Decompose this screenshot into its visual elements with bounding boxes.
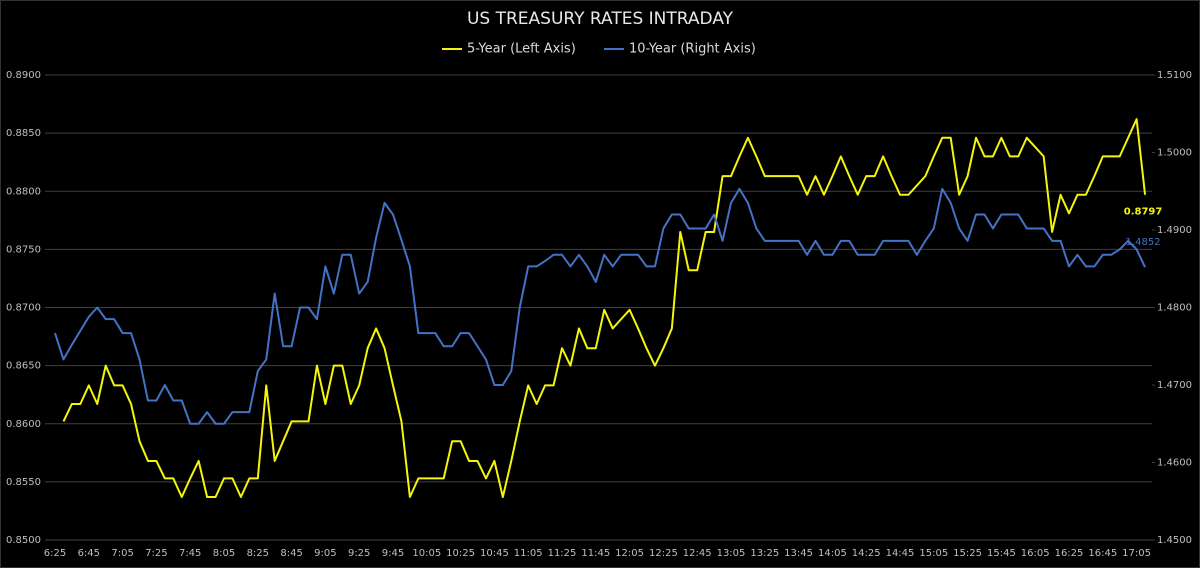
y2-tick-label: 1.4700	[1157, 380, 1192, 391]
x-tick-label: 9:45	[382, 548, 404, 559]
x-tick-label: 12:05	[615, 548, 644, 559]
x-tick-label: 15:45	[987, 548, 1016, 559]
x-tick-label: 6:45	[78, 548, 100, 559]
x-tick-label: 11:25	[548, 548, 577, 559]
x-tick-label: 15:05	[919, 548, 948, 559]
legend-label: 5-Year (Left Axis)	[467, 42, 576, 57]
x-tick-label: 11:45	[581, 548, 610, 559]
x-tick-label: 17:05	[1122, 548, 1151, 559]
x-tick-label: 10:25	[446, 548, 475, 559]
x-tick-label: 9:05	[314, 548, 336, 559]
x-tick-label: 10:45	[480, 548, 509, 559]
x-tick-label: 14:45	[886, 548, 915, 559]
x-tick-label: 8:45	[280, 548, 302, 559]
x-tick-label: 13:25	[750, 548, 779, 559]
x-tick-label: 14:05	[818, 548, 847, 559]
y-tick-label: 0.8800	[6, 186, 41, 197]
x-tick-label: 8:25	[247, 548, 269, 559]
y-tick-label: 0.8850	[6, 128, 41, 139]
x-tick-label: 11:05	[514, 548, 543, 559]
y2-tick-label: 1.4800	[1157, 303, 1192, 314]
x-tick-label: 13:05	[717, 548, 746, 559]
y-tick-label: 0.8900	[6, 70, 41, 81]
x-tick-label: 12:45	[683, 548, 712, 559]
y-tick-label: 0.8500	[6, 535, 41, 546]
x-tick-label: 6:25	[44, 548, 66, 559]
y2-tick-label: 1.5000	[1157, 148, 1192, 159]
x-tick-label: 16:45	[1088, 548, 1117, 559]
x-tick-label: 12:25	[649, 548, 678, 559]
y-tick-label: 0.8550	[6, 477, 41, 488]
x-tick-label: 13:45	[784, 548, 813, 559]
x-tick-label: 14:25	[852, 548, 881, 559]
chart-title: US TREASURY RATES INTRADAY	[467, 9, 734, 29]
x-tick-label: 10:05	[412, 548, 441, 559]
y2-tick-label: 1.5100	[1157, 70, 1192, 81]
end-value-label: 0.8797	[1124, 207, 1163, 218]
x-tick-label: 7:45	[179, 548, 201, 559]
y2-tick-label: 1.4600	[1157, 458, 1192, 469]
y-tick-label: 0.8650	[6, 361, 41, 372]
y-tick-label: 0.8700	[6, 303, 41, 314]
y2-tick-label: 1.4500	[1157, 535, 1192, 546]
x-tick-label: 15:25	[953, 548, 982, 559]
y-tick-label: 0.8600	[6, 419, 41, 430]
x-tick-label: 9:25	[348, 548, 370, 559]
y2-tick-label: 1.4900	[1157, 225, 1192, 236]
x-tick-label: 7:05	[111, 548, 133, 559]
x-tick-label: 8:05	[213, 548, 235, 559]
legend-label: 10-Year (Right Axis)	[629, 42, 756, 57]
x-tick-label: 16:25	[1055, 548, 1084, 559]
series-line	[54, 187, 1146, 425]
x-tick-label: 7:25	[145, 548, 167, 559]
x-tick-label: 16:05	[1021, 548, 1050, 559]
y-tick-label: 0.8750	[6, 244, 41, 255]
series-line	[62, 118, 1147, 498]
end-value-label: 1.4852	[1126, 237, 1161, 248]
